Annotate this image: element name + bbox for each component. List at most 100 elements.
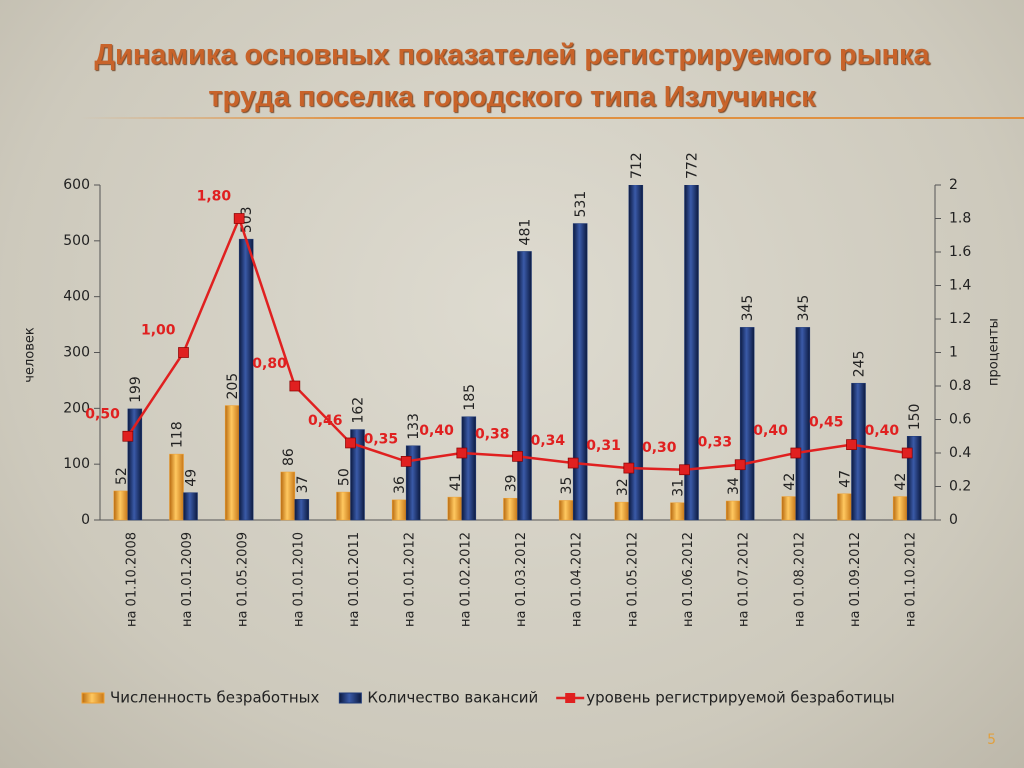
line-marker bbox=[122, 430, 134, 442]
bar-value-label: 42 bbox=[893, 473, 909, 491]
bar-value-label: 118 bbox=[170, 421, 186, 448]
line-marker bbox=[567, 457, 579, 469]
bar-value-label: 531 bbox=[573, 191, 589, 218]
line-marker bbox=[846, 439, 857, 450]
bar-value-label: 345 bbox=[796, 295, 812, 322]
bar bbox=[183, 492, 198, 521]
line-value-label: 0,46 bbox=[308, 413, 343, 429]
x-tick-label: на 01.10.2012 bbox=[904, 532, 919, 627]
x-tick-label: на 01.09.2012 bbox=[848, 532, 863, 627]
bar-value-label: 481 bbox=[518, 219, 534, 246]
bar-value-label: 503 bbox=[239, 206, 255, 233]
y-tick-label: 500 bbox=[63, 233, 90, 249]
bar bbox=[837, 493, 852, 521]
bar bbox=[851, 382, 866, 521]
line-marker bbox=[790, 447, 802, 459]
title-line: Динамика основных показателей регистриру… bbox=[94, 39, 930, 71]
bar bbox=[628, 185, 644, 521]
line-value-label: 0,40 bbox=[865, 423, 900, 439]
bar-value-label: 199 bbox=[128, 376, 144, 403]
bar-value-label: 245 bbox=[852, 350, 868, 377]
bar-value-label: 36 bbox=[392, 476, 408, 494]
y2-axis-label: проценты bbox=[987, 318, 1002, 386]
line-value-label: 0,33 bbox=[698, 435, 733, 451]
bar-value-label: 37 bbox=[295, 476, 311, 494]
line-value-label: 0,45 bbox=[809, 415, 844, 431]
line-value-label: 0,80 bbox=[252, 356, 287, 372]
y-tick-label: 100 bbox=[63, 456, 90, 472]
bar-value-label: 32 bbox=[615, 478, 631, 496]
line-marker bbox=[400, 456, 412, 467]
bar bbox=[461, 416, 477, 521]
legend-swatch-marker bbox=[565, 693, 576, 703]
x-tick-label: на 01.01.2011 bbox=[347, 532, 362, 627]
bar-value-label: 34 bbox=[726, 477, 742, 495]
y2-tick-label: 0.6 bbox=[949, 412, 971, 428]
line-value-label: 0,35 bbox=[364, 431, 399, 447]
bar bbox=[517, 251, 532, 521]
line-marker bbox=[233, 213, 245, 224]
line-value-label: 0,34 bbox=[531, 433, 566, 449]
bar bbox=[614, 501, 630, 521]
y2-tick-label: 0.4 bbox=[949, 445, 971, 461]
bars bbox=[113, 185, 922, 521]
line-marker bbox=[623, 462, 635, 474]
bar bbox=[294, 499, 310, 521]
line-marker bbox=[512, 451, 523, 462]
bar bbox=[684, 185, 699, 521]
bar bbox=[739, 327, 755, 521]
x-tick-label: на 01.01.2010 bbox=[291, 532, 306, 627]
line-value-label: 1,00 bbox=[141, 323, 176, 339]
line-marker bbox=[901, 447, 913, 459]
bar bbox=[892, 496, 908, 521]
x-tick-label: на 01.02.2012 bbox=[458, 532, 473, 627]
y2-tick-label: 0 bbox=[949, 512, 958, 528]
legend-label: Количество вакансий bbox=[367, 689, 538, 707]
bar bbox=[795, 327, 811, 521]
bar-value-label: 41 bbox=[448, 473, 464, 491]
x-tick-label: на 01.03.2012 bbox=[514, 532, 529, 627]
line-value-label: 0,40 bbox=[753, 423, 788, 439]
bar-value-label: 185 bbox=[462, 384, 478, 411]
line-marker bbox=[345, 437, 356, 449]
bar-value-label: 345 bbox=[740, 295, 756, 322]
bar bbox=[238, 238, 254, 521]
bar bbox=[113, 490, 129, 521]
x-tick-label: на 01.01.2009 bbox=[180, 532, 195, 627]
y2-tick-label: 1 bbox=[949, 345, 958, 361]
bar-value-label: 39 bbox=[504, 474, 520, 492]
y2-tick-label: 1.2 bbox=[949, 311, 971, 327]
bar bbox=[781, 496, 797, 521]
y-tick-label: 600 bbox=[63, 177, 90, 193]
bar bbox=[503, 497, 518, 521]
line-marker bbox=[679, 464, 690, 476]
x-tick-label: на 01.05.2012 bbox=[625, 532, 640, 627]
bar-value-label: 31 bbox=[671, 479, 687, 497]
x-tick-label: на 01.06.2012 bbox=[681, 532, 696, 627]
y-tick-label: 0 bbox=[81, 512, 90, 528]
bar-value-label: 49 bbox=[184, 469, 200, 487]
line-value-label: 1,80 bbox=[197, 189, 232, 205]
bar-value-label: 205 bbox=[225, 373, 241, 400]
x-tick-label: на 01.05.2009 bbox=[236, 532, 251, 627]
x-tick-label: на 01.10.2008 bbox=[124, 532, 139, 627]
title: Динамика основных показателей регистриру… bbox=[0, 34, 1024, 118]
bar-value-label: 47 bbox=[838, 470, 854, 488]
line-marker bbox=[178, 347, 189, 358]
bar-value-label: 712 bbox=[629, 152, 645, 179]
bar bbox=[670, 502, 685, 521]
bar-value-label: 150 bbox=[907, 404, 923, 431]
bar-value-label: 42 bbox=[782, 473, 798, 491]
bar bbox=[725, 500, 741, 521]
bar bbox=[350, 429, 365, 521]
bar bbox=[169, 453, 184, 521]
bar bbox=[391, 499, 407, 521]
y2-tick-label: 2 bbox=[949, 177, 958, 193]
bar bbox=[224, 405, 240, 521]
bar-value-label: 86 bbox=[281, 448, 297, 466]
bar-value-label: 52 bbox=[114, 467, 130, 485]
x-tick-label: на 01.07.2012 bbox=[737, 532, 752, 627]
line-marker bbox=[456, 447, 468, 459]
y-tick-label: 300 bbox=[63, 345, 90, 361]
